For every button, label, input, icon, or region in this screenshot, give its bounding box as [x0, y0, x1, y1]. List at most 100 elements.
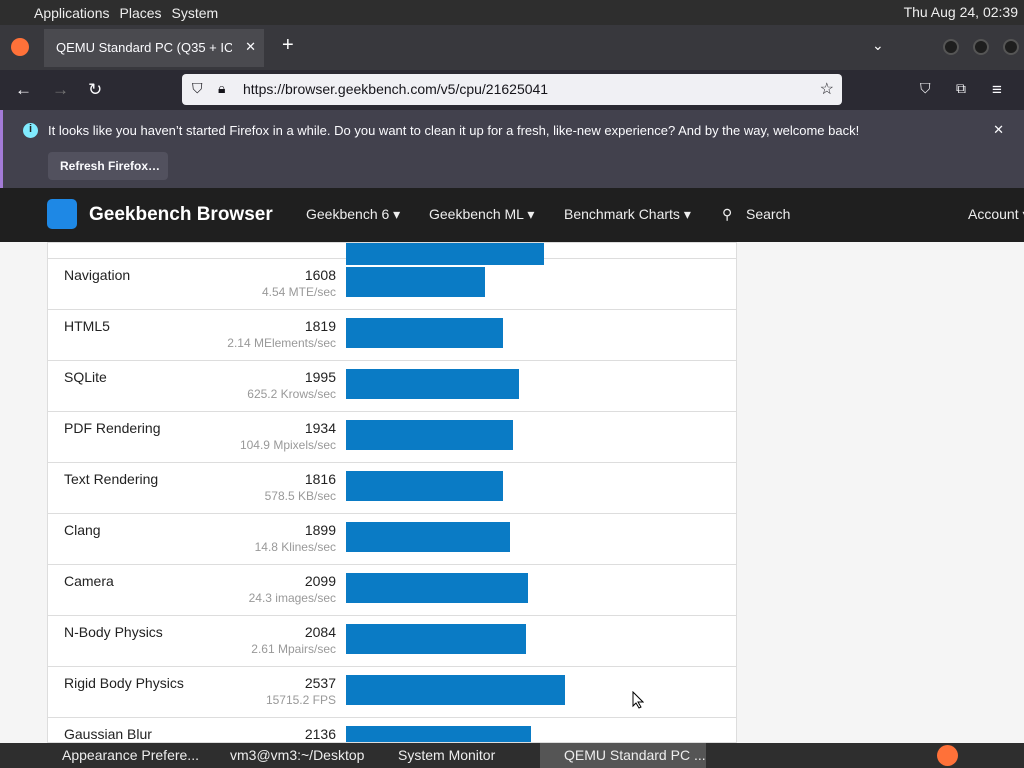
- reload-icon[interactable]: ↻: [88, 80, 103, 99]
- benchmark-rate: 625.2 Krows/sec: [247, 387, 336, 401]
- geekbench-logo-icon[interactable]: [47, 199, 77, 229]
- nav-account[interactable]: Account ▾: [968, 206, 1024, 222]
- task-terminal[interactable]: vm3@vm3:~/Desktop: [230, 747, 365, 763]
- benchmark-name: Text Rendering: [64, 471, 159, 487]
- table-row: Text Rendering 1816 578.5 KB/sec: [48, 463, 736, 514]
- benchmark-rate: 15715.2 FPS: [265, 693, 336, 707]
- table-row: Navigation 1608 4.54 MTE/sec: [48, 259, 736, 310]
- score-bar: [346, 675, 565, 705]
- list-tabs-chevron-icon[interactable]: ⌄: [872, 37, 884, 53]
- table-row: Rigid Body Physics 2537 15715.2 FPS: [48, 667, 736, 718]
- score-bar: [346, 726, 531, 742]
- score-bar: [346, 471, 503, 501]
- score-bar: [346, 318, 503, 348]
- score-bar: [346, 369, 519, 399]
- menu-places[interactable]: Places: [119, 4, 162, 21]
- benchmark-score: 2537: [304, 675, 336, 691]
- pocket-icon[interactable]: ⛉: [920, 80, 931, 96]
- benchmark-name: Clang: [64, 522, 101, 538]
- score-bar: [346, 267, 485, 297]
- refresh-notification: i It looks like you haven’t started Fire…: [0, 110, 1024, 188]
- url-text: https://browser.geekbench.com/v5/cpu/216…: [243, 81, 549, 97]
- task-firefox[interactable]: QEMU Standard PC ...: [540, 743, 706, 768]
- task-appearance[interactable]: Appearance Prefere...: [62, 747, 199, 763]
- benchmark-name: HTML5: [64, 318, 110, 334]
- score-bar: [346, 624, 526, 654]
- benchmark-name: Gaussian Blur: [64, 726, 152, 742]
- benchmark-score: 1816: [304, 471, 336, 487]
- brand-link[interactable]: Geekbench Browser: [89, 204, 273, 225]
- benchmark-rate: 14.8 Klines/sec: [254, 540, 336, 554]
- minimize-button[interactable]: [943, 39, 959, 55]
- refresh-firefox-button[interactable]: Refresh Firefox…: [48, 152, 168, 180]
- forward-icon[interactable]: →: [52, 80, 69, 99]
- table-row: Clang 1899 14.8 Klines/sec: [48, 514, 736, 565]
- benchmark-score: 1608: [304, 267, 336, 283]
- table-row: Camera 2099 24.3 images/sec: [48, 565, 736, 616]
- menu-icon[interactable]: ≡: [992, 80, 1002, 99]
- benchmark-score: 2084: [304, 624, 336, 640]
- benchmark-name: N-Body Physics: [64, 624, 163, 640]
- table-row: N-Body Physics 2084 2.61 Mpairs/sec: [48, 616, 736, 667]
- benchmark-score: 1819: [304, 318, 336, 334]
- info-icon: i: [23, 123, 38, 138]
- nav-geekbench-ml[interactable]: Geekbench ML ▾: [429, 206, 535, 222]
- benchmark-rate: 24.3 images/sec: [248, 591, 336, 605]
- score-bar: [346, 522, 510, 552]
- benchmark-name: Rigid Body Physics: [64, 675, 184, 691]
- nav-search[interactable]: Search: [746, 206, 791, 222]
- close-tab-icon[interactable]: ✕: [245, 39, 256, 54]
- benchmark-score: 2099: [304, 573, 336, 589]
- taskbar: Appearance Prefere... vm3@vm3:~/Desktop …: [0, 743, 1024, 768]
- benchmark-rate: 2.61 Mpairs/sec: [251, 642, 336, 656]
- benchmark-rate: 578.5 KB/sec: [264, 489, 336, 503]
- firefox-icon: [11, 38, 29, 56]
- nav-geekbench-6[interactable]: Geekbench 6 ▾: [306, 206, 401, 222]
- nav-toolbar: ← → ↻ ⛉ 🔒︎ https://browser.geekbench.com…: [0, 70, 1024, 110]
- benchmark-name: Navigation: [64, 267, 131, 283]
- table-row: HTML5 1819 2.14 MElements/sec: [48, 310, 736, 361]
- new-tab-button[interactable]: +: [282, 34, 294, 56]
- score-bar: [346, 573, 528, 603]
- back-icon[interactable]: ←: [15, 80, 32, 99]
- benchmark-score: 1995: [304, 369, 336, 385]
- benchmark-rate: 2.14 MElements/sec: [227, 336, 336, 350]
- task-system-monitor[interactable]: System Monitor: [398, 747, 496, 763]
- benchmark-score: 2136: [304, 726, 336, 742]
- menu-applications[interactable]: Applications: [34, 4, 110, 21]
- clock[interactable]: Thu Aug 24, 02:39: [903, 4, 1018, 20]
- nav-benchmark-charts[interactable]: Benchmark Charts ▾: [564, 206, 691, 222]
- benchmark-results-table: Navigation 1608 4.54 MTE/sec HTML5 1819 …: [47, 242, 737, 743]
- site-navbar: Geekbench Browser Geekbench 6 ▾ Geekbenc…: [0, 188, 1024, 242]
- score-bar: [346, 243, 544, 265]
- firefox-tray-icon[interactable]: [937, 745, 958, 766]
- table-row: PDF Rendering 1934 104.9 Mpixels/sec: [48, 412, 736, 463]
- search-icon[interactable]: ⚲: [722, 206, 733, 222]
- tab-strip: QEMU Standard PC (Q35 + ICH9 ✕ + ⌄: [0, 25, 1024, 70]
- desktop-top-panel: Applications Places System Thu Aug 24, 0…: [0, 0, 1024, 25]
- benchmark-score: 1934: [304, 420, 336, 436]
- tab-title: QEMU Standard PC (Q35 + ICH9: [56, 40, 232, 55]
- score-bar: [346, 420, 513, 450]
- benchmark-rate: 4.54 MTE/sec: [261, 285, 336, 299]
- browser-tab[interactable]: QEMU Standard PC (Q35 + ICH9 ✕: [44, 29, 264, 67]
- shield-icon[interactable]: ⛉: [192, 80, 203, 96]
- table-row: Gaussian Blur 2136: [48, 718, 736, 742]
- table-row-partial: [48, 243, 736, 265]
- menu-system[interactable]: System: [171, 4, 219, 21]
- benchmark-name: PDF Rendering: [64, 420, 161, 436]
- benchmark-rate: 104.9 Mpixels/sec: [239, 438, 336, 452]
- benchmark-name: SQLite: [64, 369, 107, 385]
- close-window-button[interactable]: [1003, 39, 1019, 55]
- table-row: SQLite 1995 625.2 Krows/sec: [48, 361, 736, 412]
- benchmark-name: Camera: [64, 573, 114, 589]
- extensions-icon[interactable]: ⧉: [956, 80, 966, 96]
- lock-icon[interactable]: 🔒︎: [218, 80, 226, 96]
- url-bar[interactable]: ⛉ 🔒︎ https://browser.geekbench.com/v5/cp…: [182, 74, 842, 105]
- mouse-cursor-icon: [632, 691, 644, 709]
- notice-message: It looks like you haven’t started Firefo…: [48, 123, 860, 138]
- maximize-button[interactable]: [973, 39, 989, 55]
- close-notice-icon[interactable]: ✕: [993, 122, 1004, 137]
- bookmark-star-icon[interactable]: ☆: [819, 81, 834, 98]
- benchmark-score: 1899: [304, 522, 336, 538]
